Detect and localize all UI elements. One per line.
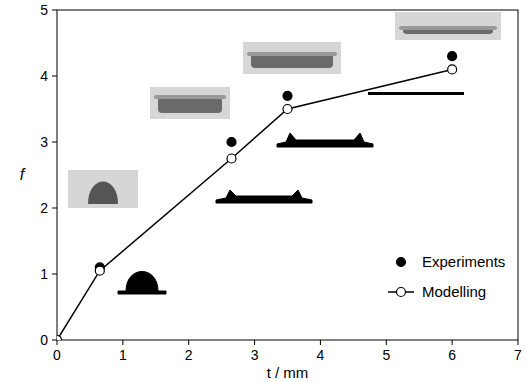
photo-bg [150, 87, 230, 119]
x-tick [518, 340, 519, 345]
y-tick-label: 5 [40, 2, 48, 18]
photo-rim [154, 95, 226, 99]
series-line [57, 69, 452, 340]
photo-drop [88, 182, 118, 205]
photo-rim [247, 52, 337, 56]
y-tick-label: 0 [40, 332, 48, 348]
photo-rim [399, 26, 497, 30]
inset-photo [243, 42, 341, 74]
y-tick [52, 142, 57, 143]
inset-profile [277, 133, 373, 147]
y-axis-label: f [20, 166, 26, 183]
y-tick [52, 274, 57, 275]
y-tick [52, 10, 57, 11]
y-tick-label: 1 [40, 266, 48, 282]
chart: 0 1 2 3 4 5 6 7 0 1 2 3 4 5 t / mm f Experiments Modellin… [0, 0, 526, 382]
x-tick-label: 6 [448, 347, 456, 363]
x-tick-label: 1 [119, 347, 127, 363]
x-axis-label: t / mm [267, 364, 309, 381]
open-marker [448, 65, 457, 74]
photo-drop [158, 97, 222, 113]
open-marker [95, 266, 104, 275]
insets [68, 12, 501, 294]
open-marker [57, 336, 62, 341]
x-tick-label: 4 [317, 347, 325, 363]
x-tick-label: 7 [514, 347, 522, 363]
x-tick-label: 3 [251, 347, 259, 363]
x-tick [386, 340, 387, 345]
y-tick [52, 76, 57, 77]
y-tick-label: 2 [40, 200, 48, 216]
x-tick [122, 340, 123, 345]
open-marker [227, 154, 236, 163]
x-tick [320, 340, 321, 345]
photo-drop [251, 54, 333, 68]
inset-photo [68, 170, 138, 208]
inset-photo [150, 87, 230, 119]
x-tick-label: 0 [53, 347, 61, 363]
inset-profile [216, 190, 312, 203]
photo-bg [68, 170, 138, 208]
legend: Experiments Modelling [388, 253, 505, 300]
photo-bg [395, 12, 501, 40]
x-tick [188, 340, 189, 345]
legend-label: Experiments [422, 253, 505, 270]
y-tick-label: 3 [40, 134, 48, 150]
open-marker [283, 105, 292, 114]
x-tick-label: 5 [382, 347, 390, 363]
inset-profile [118, 272, 166, 295]
inset-photo [395, 12, 501, 40]
point [227, 138, 236, 147]
legend-marker [397, 288, 406, 297]
legend-marker [397, 258, 406, 267]
y-tick [52, 340, 57, 341]
point [57, 336, 62, 341]
x-tick [57, 340, 58, 345]
x-tick [452, 340, 453, 345]
point [448, 52, 457, 61]
plot-area [57, 52, 457, 340]
legend-label: Modelling [422, 283, 486, 300]
point [283, 91, 292, 100]
inset-profile [368, 92, 464, 95]
x-tick-label: 2 [185, 347, 193, 363]
x-tick [254, 340, 255, 345]
y-tick-label: 4 [40, 68, 48, 84]
photo-bg [243, 42, 341, 74]
y-tick [52, 208, 57, 209]
plot-frame [57, 10, 518, 340]
